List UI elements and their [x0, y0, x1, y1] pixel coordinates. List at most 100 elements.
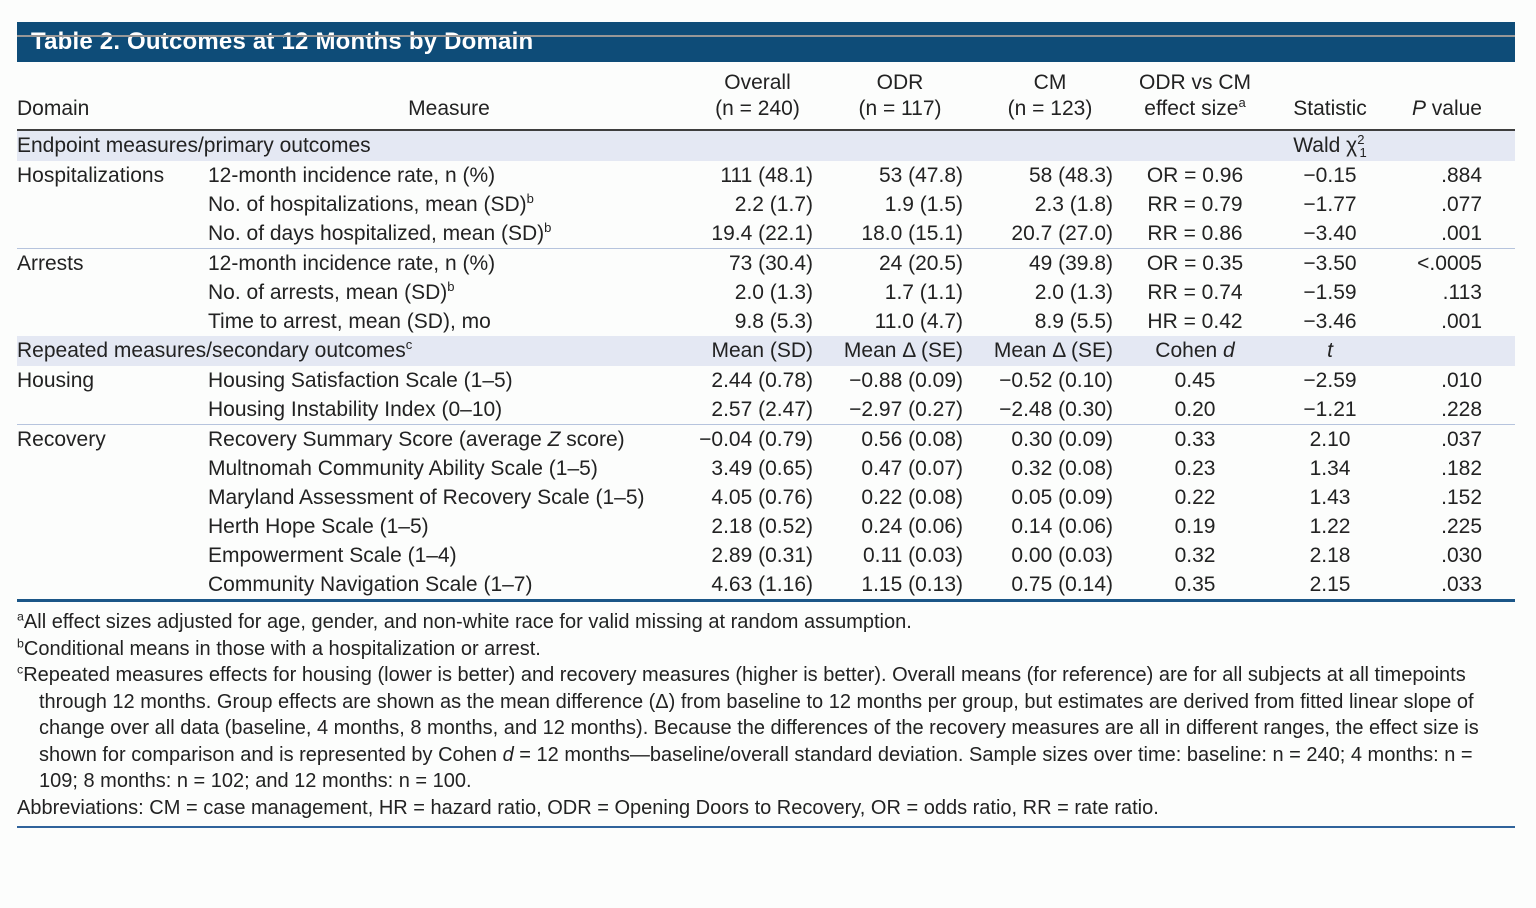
- stat-cell: −3.40: [1303, 222, 1357, 245]
- measure-cell: Housing Satisfaction Scale (1–5): [208, 369, 513, 392]
- odr-cell: 24 (20.5): [825, 248, 975, 278]
- cm-cell: 58 (48.3): [1028, 164, 1113, 187]
- col-header-measure: Measure: [408, 97, 490, 120]
- cm-cell: 8.9 (5.5): [1034, 310, 1113, 333]
- section-header-row: Endpoint measures/primary outcomes Wald χ…: [17, 130, 1515, 161]
- measure-cell: Multnomah Community Ability Scale (1–5): [208, 457, 598, 480]
- effect-cell: 0.33: [1125, 424, 1265, 454]
- p-cell: .030: [1441, 544, 1482, 567]
- measure-cell: No. of hospitalizations, mean (SD)b: [208, 191, 534, 216]
- measure-cell: 12-month incidence rate, n (%): [208, 248, 690, 278]
- section-col-label: Cohen d: [1125, 336, 1265, 366]
- stat-cell: −1.21: [1303, 398, 1357, 421]
- measure-cell: No. of days hospitalized, mean (SD)b: [208, 220, 552, 245]
- effect-cell: 0.35: [1125, 570, 1265, 602]
- domain-cell: Hospitalizations: [17, 164, 165, 187]
- overall-cell: 2.89 (0.31): [711, 544, 813, 567]
- table-row: Housing Housing Satisfaction Scale (1–5) 2…: [17, 366, 1515, 395]
- p-cell: .077: [1441, 193, 1482, 216]
- table-row: Multnomah Community Ability Scale (1–5) 3…: [17, 454, 1515, 483]
- section-col-label: Wald χ21: [1265, 130, 1395, 161]
- section-col-label: [975, 130, 1125, 161]
- cm-cell: 0.05 (0.09): [1011, 486, 1113, 509]
- domain-cell: [17, 541, 208, 570]
- footnote: Abbreviations: CM = case management, HR …: [17, 796, 1159, 819]
- section-col-label: t: [1265, 336, 1395, 366]
- table-row: Time to arrest, mean (SD), mo 9.8 (5.3) 11…: [17, 307, 1515, 336]
- stat-cell: −1.59: [1303, 281, 1357, 304]
- section-col-label: [1395, 336, 1515, 366]
- odr-cell: −0.88 (0.09): [849, 369, 963, 392]
- domain-cell: [17, 512, 208, 541]
- col-header-effect-size: ODR vs CM effect sizea: [1139, 71, 1251, 120]
- table-row: Housing Instability Index (0–10) 2.57 (2.…: [17, 395, 1515, 425]
- column-header-row: Domain Measure Overall (n = 240) ODR (n …: [17, 70, 1515, 130]
- col-header-p-value: P value: [1411, 97, 1482, 120]
- table-row: Arrests 12-month incidence rate, n (%) 73 …: [17, 248, 1515, 278]
- p-cell: .152: [1441, 486, 1482, 509]
- effect-cell: 0.19: [1174, 515, 1216, 538]
- section-label: Endpoint measures/primary outcomes: [17, 130, 690, 161]
- section-label: Repeated measures/secondary outcomesc: [17, 336, 690, 366]
- p-cell: .228: [1441, 398, 1482, 421]
- odr-cell: 1.15 (0.13): [825, 570, 975, 602]
- odr-cell: 0.11 (0.03): [862, 544, 963, 567]
- effect-cell: 0.32: [1174, 544, 1216, 567]
- section-col-label: [825, 130, 975, 161]
- domain-cell: [17, 454, 208, 483]
- table-row: Empowerment Scale (1–4) 2.89 (0.31) 0.11 (…: [17, 541, 1515, 570]
- odr-cell: 53 (47.8): [878, 164, 963, 187]
- effect-cell: 0.20: [1174, 398, 1216, 421]
- table-row: No. of hospitalizations, mean (SD)b 2.2 (…: [17, 190, 1515, 219]
- measure-cell: Recovery Summary Score (average Z score): [208, 424, 690, 454]
- odr-cell: −2.97 (0.27): [849, 398, 963, 421]
- overall-cell: 4.05 (0.76): [711, 486, 813, 509]
- odr-cell: 0.22 (0.08): [861, 486, 963, 509]
- table-row: No. of days hospitalized, mean (SD)b 19.4…: [17, 219, 1515, 249]
- cm-cell: 0.32 (0.08): [1011, 457, 1113, 480]
- effect-cell: OR = 0.35: [1125, 248, 1265, 278]
- overall-cell: 73 (30.4): [690, 248, 825, 278]
- cm-cell: 49 (39.8): [975, 248, 1125, 278]
- footnotes: aAll effect sizes adjusted for age, gend…: [17, 609, 1515, 821]
- odr-cell: 18.0 (15.1): [861, 222, 963, 245]
- effect-cell: RR = 0.79: [1147, 193, 1243, 216]
- overall-cell: 2.18 (0.52): [711, 515, 813, 538]
- measure-cell: Empowerment Scale (1–4): [208, 544, 457, 567]
- measure-cell: No. of arrests, mean (SD)b: [208, 279, 455, 304]
- table-body: Endpoint measures/primary outcomes Wald χ…: [17, 130, 1515, 602]
- cm-cell: −0.52 (0.10): [999, 369, 1113, 392]
- p-cell: .010: [1441, 369, 1482, 392]
- section-col-label: Mean (SD): [690, 336, 825, 366]
- section-col-label: Mean Δ (SE): [825, 336, 975, 366]
- p-cell: .182: [1441, 457, 1482, 480]
- bottom-rule: [17, 826, 1515, 828]
- table-row: Herth Hope Scale (1–5) 2.18 (0.52) 0.24 (0…: [17, 512, 1515, 541]
- table-row: Community Navigation Scale (1–7) 4.63 (1.…: [17, 570, 1515, 602]
- cm-cell: 0.14 (0.06): [1011, 515, 1113, 538]
- domain-cell: Housing: [17, 369, 95, 392]
- odr-cell: 0.56 (0.08): [825, 424, 975, 454]
- col-header-statistic: Statistic: [1293, 97, 1367, 120]
- outcomes-table: Domain Measure Overall (n = 240) ODR (n …: [17, 70, 1515, 602]
- cm-cell: 0.75 (0.14): [975, 570, 1125, 602]
- cm-cell: 0.00 (0.03): [1011, 544, 1113, 567]
- domain-cell: [17, 395, 208, 425]
- overall-cell: 2.57 (2.47): [711, 398, 813, 421]
- overall-cell: 3.49 (0.65): [711, 457, 813, 480]
- domain-cell: [17, 307, 208, 336]
- stat-cell: −1.77: [1303, 193, 1357, 216]
- p-cell: .225: [1441, 515, 1482, 538]
- overall-cell: 9.8 (5.3): [734, 310, 813, 333]
- effect-cell: OR = 0.96: [1146, 164, 1244, 187]
- col-header-odr: ODR (n = 117): [858, 71, 942, 120]
- footnote: bConditional means in those with a hospi…: [17, 635, 541, 660]
- overall-cell: 4.63 (1.16): [690, 570, 825, 602]
- p-cell: .037: [1395, 424, 1515, 454]
- domain-cell: [17, 219, 208, 249]
- measure-cell: 12-month incidence rate, n (%): [208, 164, 496, 187]
- measure-cell: Community Navigation Scale (1–7): [208, 570, 690, 602]
- p-cell: .033: [1395, 570, 1515, 602]
- effect-cell: 0.22: [1174, 486, 1216, 509]
- cm-cell: 2.3 (1.8): [1034, 193, 1113, 216]
